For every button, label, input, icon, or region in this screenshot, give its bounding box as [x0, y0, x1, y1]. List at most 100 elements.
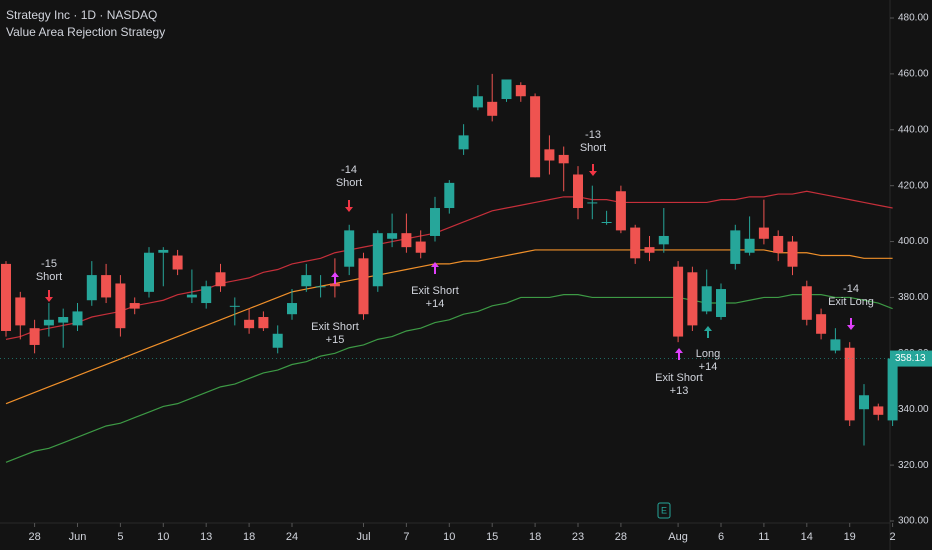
candle-body [29, 328, 40, 345]
candle-body [329, 283, 340, 287]
candle-body [744, 238, 755, 253]
candle-body [86, 275, 97, 301]
candle-body [129, 303, 140, 309]
candle-body [873, 406, 884, 415]
x-tick-label: Jun [69, 531, 87, 543]
y-tick-label: 420.00 [898, 180, 929, 191]
candle-body [401, 233, 412, 248]
chart-title: Strategy Inc · 1D · NASDAQ [6, 8, 157, 22]
signal-label: -15 [41, 258, 57, 270]
signal-label: Exit Long [828, 296, 874, 308]
x-tick-label: 10 [157, 531, 169, 543]
signal-label: +14 [699, 361, 718, 373]
candle-body [344, 230, 355, 267]
y-tick-label: 380.00 [898, 292, 929, 303]
indicator-line [5, 190, 893, 340]
candle-body [773, 235, 784, 253]
candle-body [515, 85, 526, 97]
candle-body [501, 79, 512, 100]
x-tick-label: 13 [200, 531, 212, 543]
signal-arrow-head [431, 262, 439, 267]
signal-arrow-head [345, 207, 353, 212]
candle-body [844, 347, 855, 421]
candle-body [315, 286, 326, 288]
x-tick-label: 5 [117, 531, 123, 543]
y-tick-label: 300.00 [898, 516, 929, 527]
last-price-tag [890, 350, 932, 367]
candle-body [358, 258, 369, 315]
signal-label: Exit Short [411, 285, 459, 297]
candle-body [458, 135, 469, 150]
signal-label: Exit Short [311, 321, 359, 333]
signal-label: +14 [426, 298, 445, 310]
x-tick-label: 18 [243, 531, 255, 543]
x-tick-label: 11 [758, 531, 769, 543]
x-tick-label: Jul [356, 531, 370, 543]
candle-body [15, 297, 26, 326]
candle-body [372, 233, 383, 287]
candle-body [787, 241, 798, 267]
candle-body [186, 294, 197, 298]
x-tick-label: Aug [668, 531, 688, 543]
candle-body [287, 303, 297, 315]
candle-body [272, 333, 283, 348]
y-tick-label: 340.00 [898, 404, 929, 415]
y-tick-label: 480.00 [898, 13, 929, 24]
x-tick-label: 15 [486, 531, 498, 543]
y-tick-label: 400.00 [898, 236, 929, 247]
candle-body [573, 174, 583, 209]
last-price-label: 358.13 [895, 353, 926, 364]
signal-arrow-head [589, 171, 597, 176]
candle-body [1, 263, 11, 331]
x-tick-label: 18 [529, 531, 541, 543]
x-tick-label: 6 [718, 531, 724, 543]
candle-body [43, 319, 54, 326]
x-tick-label: 28 [28, 531, 40, 543]
candle-body [716, 289, 726, 318]
chart-subtitle: Value Area Rejection Strategy [6, 25, 165, 39]
candle-body [816, 314, 827, 334]
signal-label: -14 [843, 283, 859, 295]
candle-body [801, 286, 812, 320]
x-tick-label: 10 [443, 531, 455, 543]
signal-arrow-head [847, 325, 855, 330]
candle-body [101, 275, 112, 298]
candle-body [487, 101, 498, 116]
candle-body [859, 395, 869, 410]
candle-body [615, 191, 626, 231]
candle-body [387, 233, 398, 239]
signal-label: Long [696, 348, 720, 360]
candle-body [758, 227, 769, 239]
candle-body [887, 358, 898, 421]
signal-label: Short [580, 142, 606, 154]
signal-arrow-head [704, 326, 712, 331]
signal-label: -14 [341, 164, 357, 176]
signal-arrow-head [675, 348, 683, 353]
candle-body [444, 182, 455, 209]
signal-label: +15 [326, 334, 345, 346]
earnings-icon[interactable] [657, 502, 671, 519]
candle-body [72, 311, 83, 326]
earnings-label: E [661, 505, 667, 515]
candle-body [144, 252, 154, 292]
x-tick-label: 14 [801, 531, 813, 543]
x-tick-label: 2 [890, 531, 896, 543]
candle-body [701, 286, 712, 312]
candle-body [630, 227, 641, 259]
candle-body [587, 202, 598, 204]
candle-body [158, 249, 169, 253]
candle-body [644, 247, 655, 253]
candle-body [687, 272, 698, 326]
x-tick-label: 23 [572, 531, 584, 543]
y-tick-label: 440.00 [898, 124, 929, 135]
candle-body [658, 235, 669, 245]
candle-body [115, 283, 126, 329]
signal-label: -13 [585, 129, 601, 141]
y-tick-label: 460.00 [898, 69, 929, 80]
candle-body [673, 266, 684, 337]
candle-body [472, 96, 483, 108]
candle-body [172, 255, 183, 270]
candle-body [258, 317, 269, 329]
